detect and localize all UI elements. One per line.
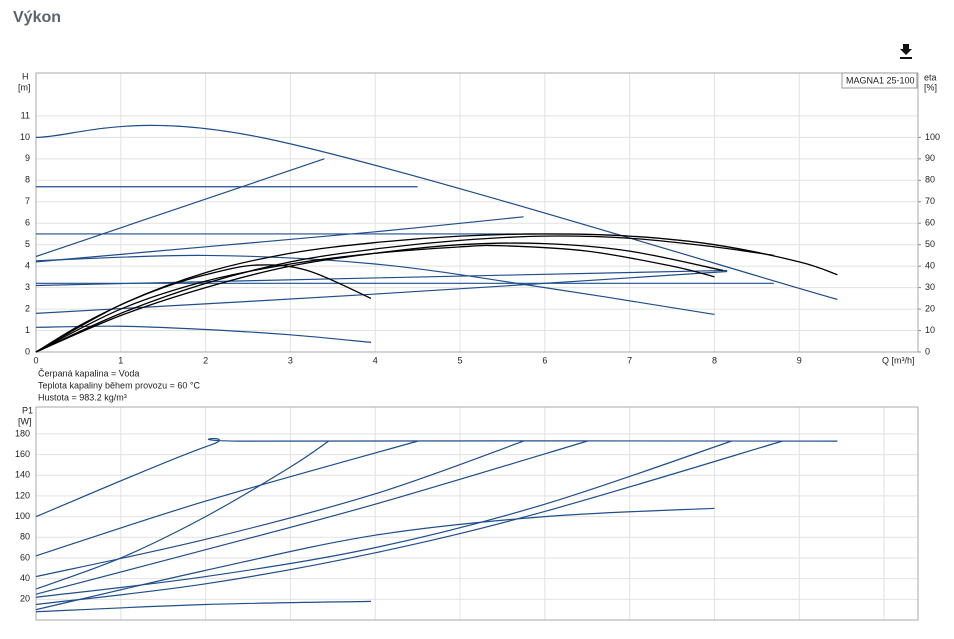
y-tick-label: 5 <box>25 239 30 249</box>
y-tick-label: 8 <box>25 175 30 185</box>
y-tick-label: 6 <box>25 218 30 228</box>
y-tick-label: 20 <box>20 594 30 604</box>
y-tick-label: 7 <box>25 196 30 206</box>
y2-tick-label: 80 <box>925 175 935 185</box>
y-tick-label: 1 <box>25 325 30 335</box>
x-axis-label: Q [m³/h] <box>882 355 915 365</box>
y-axis-label: P1 <box>22 405 33 415</box>
curve <box>35 440 732 598</box>
curve <box>35 270 728 314</box>
x-tick-label: 1 <box>118 355 123 365</box>
curve <box>35 440 588 595</box>
y-axis-unit: [W] <box>18 416 32 426</box>
curve <box>35 437 838 518</box>
curve <box>35 216 524 263</box>
curve <box>35 235 774 353</box>
y-tick-label: 0 <box>25 346 30 356</box>
page-title: Výkon <box>13 9 61 26</box>
y-tick-label: 3 <box>25 282 30 292</box>
y-tick-label: 4 <box>25 261 30 271</box>
y2-tick-label: 100 <box>925 132 940 142</box>
y-tick-label: 120 <box>15 490 30 500</box>
curve <box>35 254 715 316</box>
curve <box>35 440 329 590</box>
y2-tick-label: 90 <box>925 153 935 163</box>
y-axis-unit: [m] <box>18 82 31 92</box>
y-tick-label: 40 <box>20 573 30 583</box>
y-axis-label: H <box>22 71 29 81</box>
curve <box>35 242 724 353</box>
x-tick-label: 6 <box>542 355 547 365</box>
y-tick-label: 60 <box>20 552 30 562</box>
curve <box>35 600 372 613</box>
curve <box>35 244 715 353</box>
y-tick-label: 160 <box>15 449 30 459</box>
x-tick-label: 7 <box>627 355 632 365</box>
y-tick-label: 100 <box>15 511 30 521</box>
y-tick-label: 140 <box>15 470 30 480</box>
x-tick-label: 0 <box>33 355 38 365</box>
curve <box>35 233 838 353</box>
download-icon[interactable] <box>900 44 912 59</box>
legend-label: MAGNA1 25-100 <box>846 75 915 85</box>
y-tick-label: 180 <box>15 428 30 438</box>
y2-tick-label: 10 <box>925 325 935 335</box>
curve <box>35 264 372 353</box>
x-tick-label: 8 <box>712 355 717 365</box>
x-tick-label: 5 <box>458 355 463 365</box>
x-tick-label: 4 <box>373 355 378 365</box>
x-tick-label: 3 <box>288 355 293 365</box>
y-tick-label: 9 <box>25 153 30 163</box>
note: Hustota = 983.2 kg/m³ <box>38 392 127 402</box>
y-tick-label: 2 <box>25 303 30 313</box>
y2-tick-label: 20 <box>925 303 935 313</box>
y2-tick-label: 70 <box>925 196 935 206</box>
x-tick-label: 9 <box>797 355 802 365</box>
y2-tick-label: 50 <box>925 239 935 249</box>
plot-frame <box>35 72 919 353</box>
note: Čerpaná kapalina = Voda <box>38 368 139 378</box>
y-tick-label: 11 <box>21 110 30 120</box>
y2-tick-label: 60 <box>925 218 935 228</box>
y2-tick-label: 40 <box>925 261 935 271</box>
y2-tick-label: 0 <box>925 346 930 356</box>
x-tick-label: 2 <box>203 355 208 365</box>
y2-axis-label: eta <box>924 72 937 82</box>
y-tick-label: 10 <box>20 132 30 142</box>
legend-box <box>841 72 918 89</box>
curve <box>35 158 325 258</box>
note: Teplota kapaliny během provozu = 60 °C <box>38 380 200 390</box>
curve <box>35 507 715 611</box>
plot-frame <box>35 406 919 621</box>
y2-tick-label: 30 <box>925 282 935 292</box>
y2-axis-unit: [%] <box>924 82 937 92</box>
download-arrow[interactable] <box>900 44 912 55</box>
curve <box>35 440 783 606</box>
curve <box>35 440 418 557</box>
y-tick-label: 80 <box>20 532 30 542</box>
curve <box>35 124 838 300</box>
download-bar[interactable] <box>900 57 912 59</box>
curve <box>35 440 524 578</box>
curve <box>35 269 728 287</box>
